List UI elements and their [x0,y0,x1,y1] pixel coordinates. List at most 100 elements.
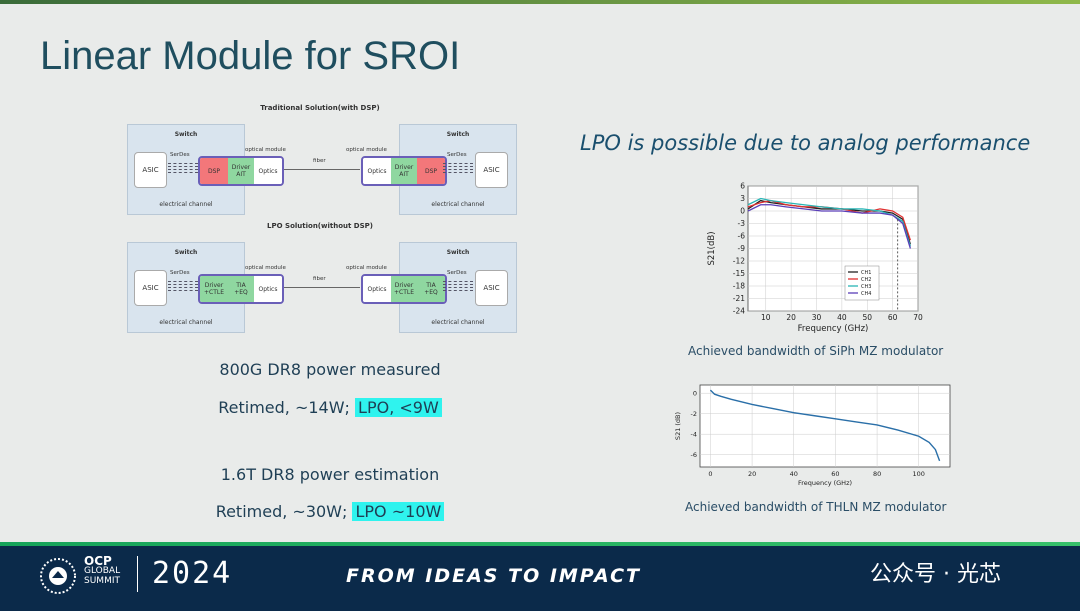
power-16t-heading: 1.6T DR8 power estimation [220,465,440,484]
y-tick-label: -2 [691,410,697,418]
footer-divider [137,556,138,592]
y-tick-label: -6 [738,232,746,241]
fiber-line [284,287,360,288]
siph-bandwidth-chart: 10 20 30 40 50 60 70630-3-6-9-12-15-18-21-24Fr… [707,182,923,335]
power-16t-values: Retimed, ~30W; LPO ~10W [180,502,480,521]
module-block: TIA +EQ [417,276,445,302]
module-block: Driver +CTLE [391,276,417,302]
asic-left-traditional: ASIC [134,152,167,188]
x-tick-label: 10 [761,313,771,322]
module-block: Optics [363,276,391,302]
power-800g-values: Retimed, ~14W; LPO, <9W [180,398,480,417]
module-block: Optics [254,276,282,302]
switch-label: Switch [446,131,470,138]
optical-module-label: optical module [346,147,387,153]
y-axis-label: S21 (dB) [674,412,682,440]
ocp-logo-icon [40,558,76,594]
legend-entry: CH3 [861,284,871,290]
module-block: Driver +CTLE [200,276,228,302]
serdes-lanes [443,163,473,173]
serdes-label: SerDes [170,152,190,158]
brand-line: SUMMIT [84,576,120,586]
switch-label: Switch [446,249,470,256]
power-16t-lpo-highlight: LPO ~10W [352,502,445,521]
fiber-label: fiber [313,158,326,164]
y-tick-label: -21 [733,294,745,303]
legend-entry: CH4 [861,291,871,297]
module-block: TIA +EQ [228,276,254,302]
siph-chart-caption: Achieved bandwidth of SiPh MZ modulator [688,344,944,358]
y-tick-label: -18 [733,282,745,291]
module-block: Optics [254,158,282,184]
traditional-diagram-title: Traditional Solution(with DSP) [260,104,380,112]
summit-year: 2024 [152,556,233,591]
y-tick-label: 0 [693,390,697,398]
x-tick-label: 40 [837,313,847,322]
optical-module-right-lpo: Optics Driver +CTLE TIA +EQ [361,274,447,304]
x-tick-label: 0 [708,470,712,478]
asic-right-traditional: ASIC [475,152,508,188]
brand-line: GLOBAL [84,566,121,576]
x-tick-label: 100 [913,470,925,478]
y-tick-label: -12 [733,257,745,266]
optical-module-left-lpo: Driver +CTLE TIA +EQ Optics [198,274,284,304]
module-block: Driver AIT [228,158,254,184]
x-tick-label: 40 [790,470,798,478]
y-axis-label: S21(dB) [707,231,717,265]
x-tick-label: 20 [786,313,796,322]
brand-line: OCP [84,554,112,568]
x-tick-label: 80 [873,470,881,478]
optical-module-label: optical module [346,265,387,271]
footer-accent-strip [0,542,1080,546]
asic-left-lpo: ASIC [134,270,167,306]
serdes-label: SerDes [170,270,190,276]
x-tick-label: 60 [888,313,898,322]
module-block: Driver AIT [391,158,417,184]
legend-entry: CH2 [861,277,871,283]
power-800g-retimed: Retimed, ~14W; [218,398,350,417]
y-tick-label: -4 [691,431,697,439]
channel-label: electrical channel [159,319,213,326]
channel-label: electrical channel [431,201,485,208]
x-tick-label: 60 [831,470,839,478]
y-tick-label: 6 [740,182,745,191]
module-block: Optics [363,158,391,184]
optical-module-left-traditional: DSP Driver AIT Optics [198,156,284,186]
module-block: DSP [200,158,228,184]
x-tick-label: 20 [748,470,756,478]
serdes-lanes [443,281,473,291]
power-800g-lpo-highlight: LPO, <9W [355,398,442,417]
thln-chart-caption: Achieved bandwidth of THLN MZ modulator [685,500,947,514]
slide-title: Linear Module for SROI [40,34,461,78]
summit-slogan: FROM IDEAS TO IMPACT [346,565,642,587]
serdes-label: SerDes [447,152,467,158]
x-axis-label: Frequency (GHz) [798,324,869,334]
y-tick-label: -9 [738,244,746,253]
plot-area [699,384,951,468]
top-accent-bar [0,0,1080,4]
x-axis-label: Frequency (GHz) [798,479,852,487]
serdes-label: SerDes [447,270,467,276]
channel-label: electrical channel [431,319,485,326]
module-block: DSP [417,158,445,184]
optical-module-right-traditional: Optics Driver AIT DSP [361,156,447,186]
serdes-lanes [168,281,198,291]
fiber-line [284,169,360,170]
wechat-watermark: 公众号 · 光芯 [870,562,1001,587]
channel-label: electrical channel [159,201,213,208]
y-tick-label: -15 [733,269,745,278]
thln-bandwidth-chart: 0 20 40 60 80 100 0 -2 -4 -6 Frequency (GHz) S21 (d… [674,384,951,487]
series-line [709,389,941,462]
y-tick-label: -3 [738,219,746,228]
asic-right-lpo: ASIC [475,270,508,306]
power-16t-retimed: Retimed, ~30W; [215,502,348,521]
optical-module-label: optical module [245,265,286,271]
lpo-statement: LPO is possible due to analog performanc… [580,131,1031,155]
y-tick-label: -24 [733,307,745,316]
y-tick-label: -6 [691,451,697,459]
footer-bar [0,542,1080,611]
y-tick-label: 3 [740,194,745,203]
lpo-diagram-title: LPO Solution(without DSP) [267,222,373,230]
legend-entry: CH1 [861,270,871,276]
x-tick-label: 70 [913,313,923,322]
